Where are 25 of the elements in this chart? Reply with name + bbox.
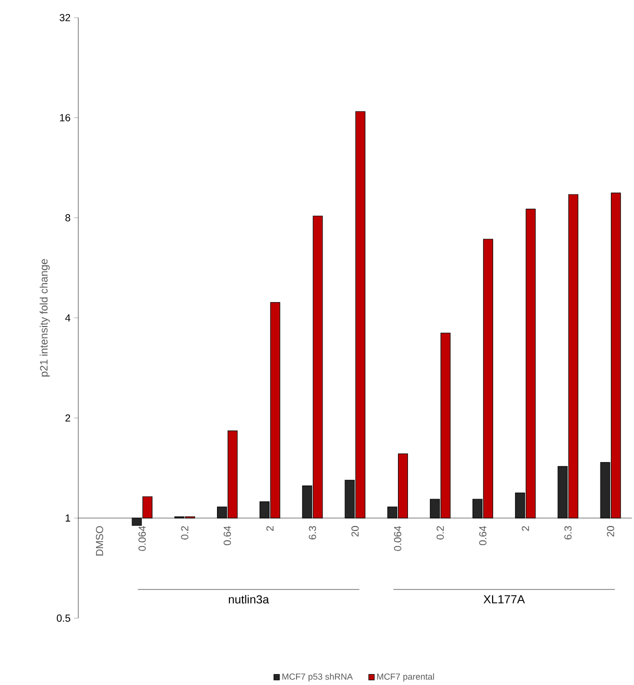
x-tick-label: 0.64	[479, 526, 487, 546]
annotation: nutlin3a	[228, 594, 270, 604]
y-tick-label: 16	[60, 114, 70, 122]
legend-label: MCF7 parental	[377, 673, 434, 682]
x-tick-label: 2	[522, 526, 530, 531]
x-tick-label: 2	[266, 526, 274, 531]
x-tick-label: 0.064	[138, 526, 146, 551]
x-tick-label: 0.2	[436, 526, 444, 540]
y-tick-label: 8	[65, 214, 70, 222]
x-tick-label: 20	[607, 526, 614, 537]
y-tick-label: 4	[65, 314, 70, 322]
y-tick-label: 0.5	[56, 614, 70, 622]
legend-label: MCF7 p53 shRNA	[282, 673, 353, 682]
y-tick-label: 32	[60, 14, 70, 22]
x-tick-label: DMSO	[96, 526, 104, 556]
x-tick-label: 0.064	[394, 526, 402, 551]
x-tick-label: 6.3	[564, 526, 572, 540]
y-axis-title: p21 intensity fold change	[40, 259, 50, 376]
x-tick-label: 0.64	[224, 526, 232, 546]
y-tick-label: 1	[66, 514, 70, 522]
x-tick-label: 20	[352, 526, 359, 537]
y-tick-label: 2	[66, 414, 70, 422]
annotation: XL177A	[484, 595, 525, 604]
x-tick-label: 6.3	[308, 526, 316, 540]
x-tick-label: 0.2	[181, 526, 188, 540]
